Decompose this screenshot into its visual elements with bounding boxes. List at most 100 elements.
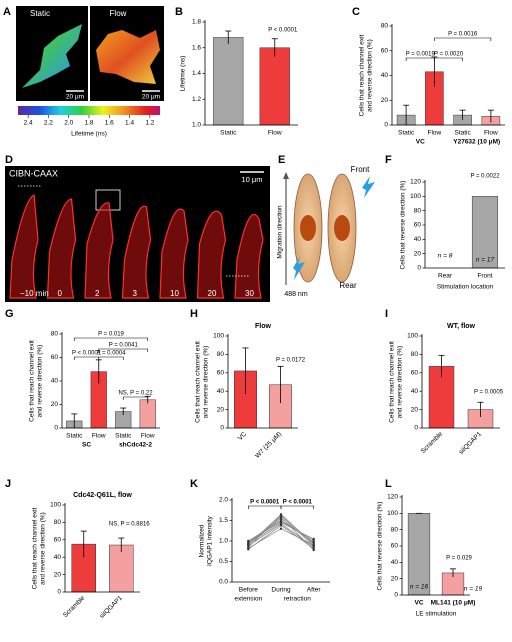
colorbar-tick-label: 1.4	[125, 120, 134, 127]
point	[279, 513, 283, 516]
x-tick-label: Flow	[141, 433, 155, 440]
y-tick-label: 100	[407, 333, 418, 340]
panel-label: K	[190, 478, 198, 490]
time-label: 2	[95, 289, 100, 298]
y-axis-label: Cells that reach channel exit	[29, 340, 36, 422]
x-tick-label: Flow	[92, 433, 106, 440]
panel-label: B	[175, 6, 183, 18]
y-tick-label: 60	[381, 47, 389, 54]
panel-label: E	[278, 154, 285, 166]
y-tick-label: 80	[391, 526, 399, 533]
y-tick-label: 20	[411, 406, 419, 413]
point	[312, 537, 315, 541]
front-label: Front	[351, 165, 370, 174]
p-value: P = 0.029	[446, 556, 472, 562]
y-tick-label: 60	[414, 222, 422, 229]
axis-label: Migration direction	[277, 205, 284, 258]
y-tick-label: 0	[394, 592, 398, 599]
y-tick-label: 80	[54, 519, 62, 526]
p-value: P = 0.0019	[406, 52, 436, 58]
y-tick-label: 1.4	[192, 70, 201, 77]
y-tick-label: 40	[391, 559, 399, 566]
significance-bracket	[73, 337, 149, 341]
y-axis-label: IQGAP1 intensity	[207, 515, 214, 566]
time-label: 20	[208, 289, 217, 298]
significance-bracket	[73, 356, 100, 360]
group-label: shCdc42-2	[119, 442, 152, 449]
x-tick-label: Flow	[484, 130, 498, 137]
y-tick-label: 60	[411, 370, 419, 377]
p-value: P < 0.0001	[268, 28, 298, 34]
y-tick-label: 20	[54, 571, 62, 578]
p-value: NS, P = 0.22	[118, 391, 153, 397]
y-tick-label: 40	[51, 378, 59, 385]
p-value: P = 0.0022	[470, 174, 500, 180]
light-bolt	[362, 176, 375, 198]
y-tick-label: 80	[381, 23, 389, 30]
y-tick-label: 100	[410, 193, 421, 200]
point	[279, 519, 283, 522]
nucleus	[300, 215, 316, 241]
x-tick-label: After	[307, 587, 322, 594]
cell	[96, 30, 160, 84]
y-tick-label: 80	[217, 351, 225, 358]
scale-label: 10 μm	[242, 175, 263, 184]
x-tick-label: During	[271, 587, 291, 594]
y-tick-label: 100	[50, 502, 61, 509]
y-tick-label: 100	[213, 333, 224, 340]
p-value: P < 0.0001	[283, 500, 313, 506]
p-value: P = 0.0016	[448, 32, 478, 38]
y-axis-label: and reverse direction (%)	[367, 39, 374, 112]
panel-label: F	[385, 154, 392, 166]
x-tick-label: Front	[477, 273, 492, 280]
cell	[22, 24, 82, 88]
y-tick-label: 20	[217, 406, 225, 413]
point	[312, 540, 315, 544]
cell-outline	[46, 198, 77, 299]
colorbar	[18, 106, 160, 115]
y-tick-label: 60	[217, 370, 225, 377]
significance-bracket	[98, 348, 149, 352]
x-tick-label: Scramble	[62, 594, 87, 619]
x-tick-label: Static	[454, 130, 471, 137]
x-tick-label: Static	[115, 433, 132, 440]
p-value: NS, P = 0.8816	[109, 522, 150, 528]
y-tick-label: 120	[410, 179, 421, 186]
x-tick-label: siIQGAP1	[458, 430, 484, 456]
colorbar-tick-label: 2.4	[24, 120, 33, 127]
point	[247, 544, 250, 548]
y-axis-label: and reverse direction (%)	[40, 512, 47, 585]
y-tick-label: 1.0	[219, 538, 228, 545]
p-value: P = 0.0004	[96, 351, 126, 357]
y-tick-label: 1.0	[192, 122, 201, 129]
colorbar-tick-label: 1.6	[105, 120, 114, 127]
p-value: P = 0.0172	[276, 358, 306, 364]
x-tick-label: Before	[239, 587, 259, 594]
panel-label: I	[385, 308, 388, 320]
x-tick-label: Static	[220, 130, 237, 137]
y-tick-label: 0	[384, 122, 388, 129]
y-tick-label: 0	[417, 265, 421, 272]
y-tick-label: 40	[381, 72, 389, 79]
p-value: P = 0.0041	[109, 343, 139, 349]
bar	[139, 399, 156, 429]
significance-bracket	[122, 396, 149, 400]
y-axis-label: Normalized	[199, 524, 206, 557]
y-axis-label: and reverse direction (%)	[203, 346, 210, 419]
panel-label: G	[5, 308, 14, 320]
scale-label: 20 μm	[142, 94, 160, 101]
time-label: 0	[58, 289, 63, 298]
y-tick-label: 1.5	[219, 517, 228, 524]
y-tick-label: 1.8	[192, 19, 201, 26]
p-value: P = 0.019	[98, 332, 124, 338]
y-tick-label: 80	[51, 331, 59, 338]
p-value: P = 0.0005	[474, 390, 504, 396]
y-tick-label: 20	[414, 250, 422, 257]
point	[312, 543, 315, 547]
point	[247, 539, 250, 543]
cell-outline	[196, 210, 227, 299]
cell-outline	[234, 213, 264, 299]
cell-outline	[84, 202, 114, 299]
time-label: −10 min	[20, 289, 49, 298]
y-tick-label: 0.0	[219, 579, 228, 586]
